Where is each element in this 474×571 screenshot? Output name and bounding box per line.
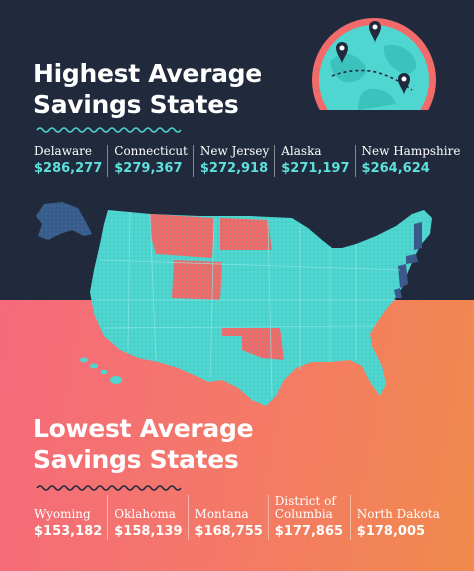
state-north-dakota (220, 218, 272, 250)
squiggle-divider (36, 127, 182, 133)
state-name: New Hampshire (361, 144, 461, 158)
highest-title-line1: Highest Average (33, 59, 262, 88)
map-pin-icon (398, 73, 410, 95)
state-hawaii (80, 357, 122, 384)
state-alaska (36, 202, 92, 240)
state-delaware (394, 288, 402, 298)
state-name: North Dakota (356, 507, 440, 521)
savings-value: $153,182 (34, 524, 103, 539)
state-montana (150, 214, 214, 258)
savings-value: $271,197 (281, 161, 350, 176)
stat-item: North Dakota $178,005 (349, 495, 445, 540)
savings-value: $279,367 (114, 161, 183, 176)
state-name: Delaware (34, 144, 92, 158)
state-name: Montana (194, 507, 249, 521)
stat-item: Wyoming $153,182 (28, 495, 107, 540)
savings-value: $177,865 (274, 524, 344, 539)
state-name: Alaska (281, 144, 322, 158)
us-map (36, 202, 432, 406)
savings-value: $286,277 (34, 161, 103, 176)
state-connecticut (406, 254, 418, 264)
savings-value: $272,918 (199, 161, 269, 176)
lowest-stats: Wyoming $153,182 Oklahoma $158,139 Monta… (28, 495, 468, 540)
state-name: Wyoming (34, 507, 91, 521)
stat-item: Oklahoma $158,139 (107, 495, 187, 540)
mainland-us (90, 210, 432, 406)
state-name: Connecticut (114, 144, 188, 158)
globe-icon (312, 18, 436, 110)
highest-stats: Delaware $286,277 Connecticut $279,367 N… (28, 145, 468, 177)
stat-item: Montana $168,755 (187, 495, 268, 540)
stat-item: Connecticut $279,367 (107, 145, 193, 177)
stat-item: Delaware $286,277 (28, 145, 107, 177)
lowest-title-line2: Savings States (33, 445, 239, 474)
state-name: New Jersey (199, 144, 270, 158)
map-pin-icon (369, 21, 381, 43)
highest-title: Highest Average Savings States (33, 58, 262, 120)
lowest-title: Lowest Average Savings States (33, 413, 254, 475)
savings-value: $264,624 (361, 161, 430, 176)
lowest-title-line1: Lowest Average (33, 414, 254, 443)
stat-item: Alaska $271,197 (274, 145, 354, 177)
squiggle-divider (36, 485, 182, 491)
state-new-jersey (398, 264, 408, 288)
savings-value: $168,755 (194, 524, 263, 539)
savings-value: $178,005 (356, 524, 426, 539)
stat-item: District of Columbia $177,865 (267, 494, 350, 540)
state-name: District of Columbia (274, 494, 336, 521)
map-pin-icon (336, 42, 348, 64)
state-oklahoma (222, 328, 284, 360)
state-borders (96, 211, 401, 397)
stat-item: New Hampshire $264,624 (354, 144, 466, 177)
state-new-hampshire (414, 222, 422, 250)
state-name: Oklahoma (114, 507, 176, 521)
state-wyoming (172, 260, 222, 300)
highest-title-line2: Savings States (33, 90, 239, 119)
savings-value: $158,139 (114, 524, 183, 539)
stat-item: New Jersey $272,918 (192, 144, 274, 177)
